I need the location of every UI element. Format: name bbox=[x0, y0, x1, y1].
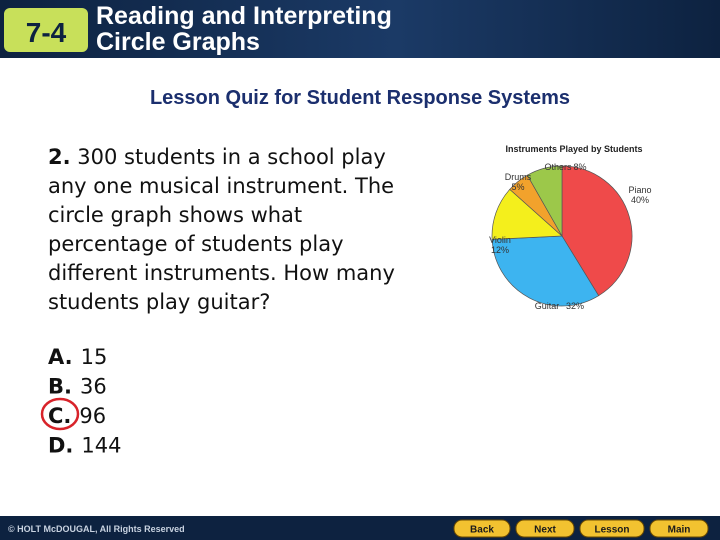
chart-title: Instruments Played by Students bbox=[505, 144, 642, 154]
option: C. 96 bbox=[48, 404, 106, 428]
slice-label: Guitar bbox=[535, 301, 560, 311]
question-line: any one musical instrument. The bbox=[48, 174, 394, 198]
slice-value-label: 40% bbox=[631, 195, 649, 205]
slice-label: Violin bbox=[489, 235, 511, 245]
header-bar bbox=[0, 0, 720, 58]
slice-value-label: 8% bbox=[573, 162, 586, 172]
slice-value-label: 5% bbox=[511, 182, 524, 192]
option-letter: A. bbox=[48, 345, 73, 369]
slice-label: Others bbox=[544, 162, 572, 172]
nav-button-label[interactable]: Next bbox=[534, 525, 556, 536]
option-text: 36 bbox=[80, 375, 107, 399]
title: Circle Graphs bbox=[96, 28, 260, 56]
option: B. 36 bbox=[48, 375, 107, 399]
slice-value-label: 32% bbox=[566, 301, 584, 311]
option-letter: D. bbox=[48, 434, 73, 458]
question-line: circle graph shows what bbox=[48, 203, 302, 227]
question-line: percentage of students play bbox=[48, 232, 344, 256]
question-line: 300 students in a school play bbox=[77, 145, 385, 169]
slice-label: Piano bbox=[628, 185, 651, 195]
option-text: 144 bbox=[81, 434, 121, 458]
nav-button[interactable] bbox=[579, 519, 645, 538]
nav-button[interactable] bbox=[453, 519, 511, 538]
option: D. 144 bbox=[48, 434, 122, 458]
lesson-number: 7-4 bbox=[26, 17, 67, 48]
lesson-badge bbox=[4, 8, 88, 52]
pie-slice bbox=[491, 235, 600, 307]
option-text: 15 bbox=[81, 345, 108, 369]
subtitle: Lesson Quiz for Student Response Systems bbox=[150, 87, 570, 109]
answer-circle bbox=[40, 397, 80, 431]
question-line: students play guitar? bbox=[48, 290, 270, 314]
question-line: different instruments. How many bbox=[48, 261, 395, 285]
option-letter: B. bbox=[48, 375, 72, 399]
option: A. 15 bbox=[48, 345, 107, 369]
nav-button[interactable] bbox=[649, 519, 709, 538]
nav-button-label[interactable]: Main bbox=[668, 525, 691, 536]
slice-label: Drums bbox=[505, 172, 532, 182]
pie-slice bbox=[526, 165, 563, 238]
nav-button-label[interactable]: Lesson bbox=[594, 525, 629, 536]
title: Reading and Interpreting bbox=[96, 2, 392, 30]
option-letter: C. bbox=[48, 404, 71, 428]
nav-button-label[interactable]: Back bbox=[470, 525, 494, 536]
question-number: 2. bbox=[48, 145, 71, 169]
nav-buttons: Back Next Lesson Main bbox=[453, 519, 709, 538]
nav-button[interactable] bbox=[515, 519, 575, 538]
question: 2. 300 students in a school play bbox=[48, 145, 386, 169]
options: A. 15 B. 36 C. 96D. 144 bbox=[48, 345, 122, 458]
slice-value-label: 12% bbox=[491, 245, 509, 255]
option-text: 96 bbox=[79, 404, 106, 428]
copyright: © HOLT McDOUGAL, All Rights Reserved bbox=[8, 524, 185, 534]
pie-slice bbox=[561, 165, 633, 297]
